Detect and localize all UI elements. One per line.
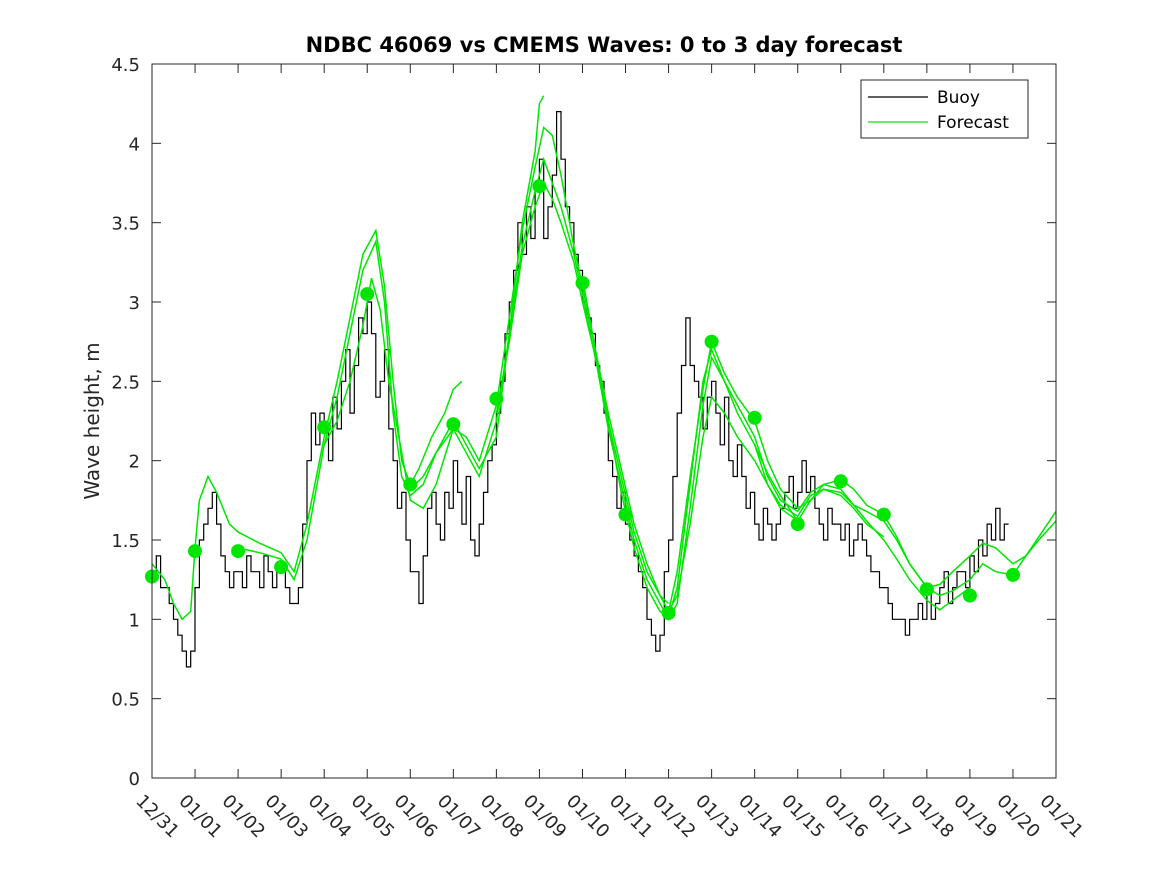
y-tick-label: 0.5 xyxy=(111,690,140,711)
forecast-marker xyxy=(833,474,848,489)
buoy-series-line xyxy=(152,111,1009,668)
forecast-marker xyxy=(919,582,934,597)
forecast-series-line-8 xyxy=(754,444,1057,597)
forecast-marker xyxy=(188,544,202,559)
forecast-series-line-3 xyxy=(323,126,670,605)
forecast-marker xyxy=(231,544,246,559)
y-axis-label: Wave height, m xyxy=(80,342,104,499)
forecast-marker xyxy=(1006,567,1020,582)
y-tick-label: 1.5 xyxy=(111,531,140,552)
legend-buoy-label: Buoy xyxy=(937,88,980,108)
forecast-series-line-6 xyxy=(581,278,971,618)
legend-box xyxy=(860,79,1029,139)
forecast-marker xyxy=(747,410,762,425)
forecast-marker xyxy=(532,179,547,194)
y-tick-label: 3 xyxy=(129,293,140,314)
y-tick-label: 4 xyxy=(129,134,140,155)
legend-forecast-label: Forecast xyxy=(937,113,1009,133)
axes-box xyxy=(151,63,1057,779)
y-tick-label: 1 xyxy=(129,610,140,631)
forecast-marker xyxy=(876,507,891,522)
forecast-marker xyxy=(575,276,590,290)
plot-area xyxy=(152,64,1056,778)
y-tick-label: 2.5 xyxy=(111,372,140,393)
forecast-marker xyxy=(274,560,289,574)
forecast-marker xyxy=(446,417,461,432)
y-tick-label: 4.5 xyxy=(111,55,140,76)
forecast-marker xyxy=(661,606,676,620)
forecast-marker xyxy=(489,391,504,406)
y-tick-label: 0 xyxy=(129,769,140,790)
forecast-marker xyxy=(618,507,633,522)
legend: Buoy Forecast xyxy=(860,79,1029,139)
forecast-marker xyxy=(790,517,805,532)
forecast-marker xyxy=(360,287,375,302)
forecast-marker xyxy=(704,334,719,349)
forecast-series-line-7 xyxy=(667,339,1057,612)
forecast-marker xyxy=(962,588,977,603)
series-layer xyxy=(145,95,1057,668)
y-tick-label: 2 xyxy=(129,452,140,473)
forecast-marker xyxy=(317,420,332,435)
forecast-marker xyxy=(403,477,418,492)
y-tick-label: 3.5 xyxy=(111,214,140,235)
chart-title: NDBC 46069 vs CMEMS Waves: 0 to 3 day fo… xyxy=(306,33,903,57)
